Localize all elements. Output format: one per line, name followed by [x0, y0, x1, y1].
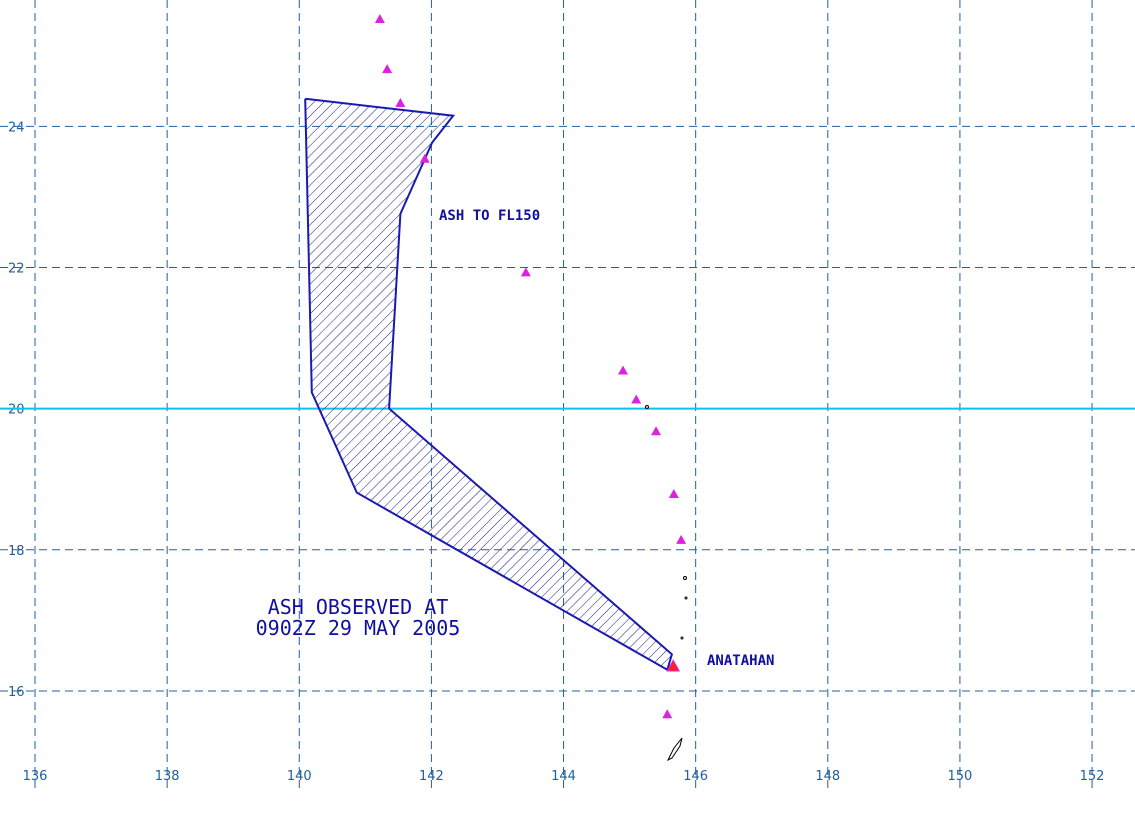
lon-tick-label: 148	[815, 769, 840, 784]
lat-tick-label: 24	[8, 120, 25, 135]
ash-area	[304, 97, 674, 672]
island	[680, 636, 684, 640]
lon-tick-label: 140	[287, 769, 312, 784]
volcano	[617, 365, 628, 375]
island	[666, 737, 683, 762]
volcano	[662, 709, 673, 719]
lon-tick-label: 136	[23, 769, 48, 784]
volcano	[395, 98, 406, 108]
lon-tick-label: 146	[683, 769, 708, 784]
lon-tick-label: 152	[1080, 769, 1105, 784]
features	[304, 14, 687, 719]
volcano	[651, 426, 662, 436]
observed-text: ASH OBSERVED AT	[268, 595, 449, 619]
lon-tick-label: 138	[155, 769, 180, 784]
volcano-name: ANATAHAN	[707, 653, 774, 669]
lon-tick-label: 150	[948, 769, 973, 784]
active-volcano	[666, 659, 681, 672]
grid: 136 138 140 142 144 146 148 150 152 16 18 20 22 24	[0, 0, 1135, 790]
lat-tick-label: 18	[8, 544, 25, 559]
volcano	[374, 14, 385, 24]
lat-tick-label: 20	[8, 403, 25, 418]
lat-tick-label: 16	[8, 685, 25, 700]
volcano	[382, 64, 393, 74]
volcano	[676, 534, 687, 544]
lon-tick-label: 142	[419, 769, 444, 784]
island	[683, 576, 687, 580]
island	[684, 596, 688, 600]
ash-label: ASH TO FL150	[439, 208, 540, 224]
volcano	[520, 267, 531, 277]
observed-text: 0902Z 29 MAY 2005	[256, 616, 461, 640]
volcano	[631, 394, 642, 404]
lon-tick-label: 144	[551, 769, 576, 784]
volcano	[668, 489, 679, 499]
island	[645, 405, 649, 409]
volcano	[419, 153, 430, 163]
lat-tick-label: 22	[8, 261, 25, 276]
